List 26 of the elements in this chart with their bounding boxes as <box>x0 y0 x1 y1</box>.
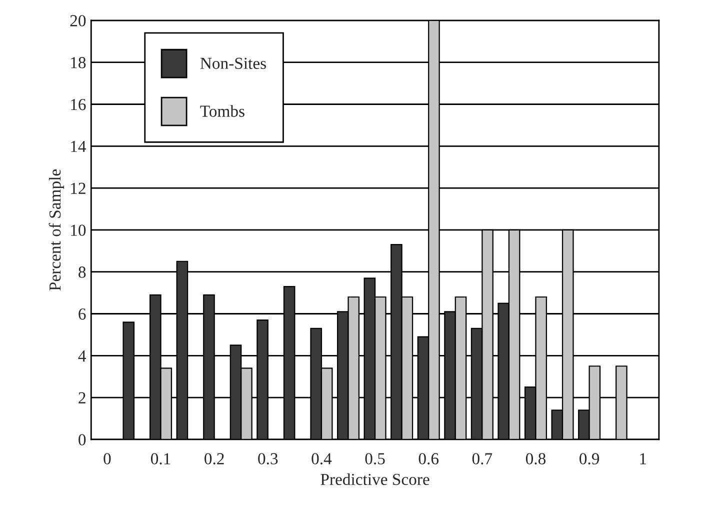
y-tick-label: 4 <box>78 350 86 362</box>
x-tick-label: 0.3 <box>258 453 278 464</box>
x-tick-label: 0.9 <box>580 453 600 464</box>
y-tick-label: 12 <box>71 182 86 194</box>
y-tick-label: 0 <box>78 434 86 446</box>
x-tick-label: 0.5 <box>365 453 385 464</box>
x-tick-label: 0.1 <box>150 453 170 464</box>
legend-label: Tombs <box>200 105 244 117</box>
y-axis-title: Percent of Sample <box>48 169 64 291</box>
y-tick-label: 8 <box>78 266 86 278</box>
y-tick-label: 20 <box>70 15 86 26</box>
x-tick-label: 0.8 <box>526 453 546 464</box>
y-tick-label: 18 <box>71 57 86 68</box>
x-tick-label: 0.4 <box>312 453 332 464</box>
y-tick-label: 14 <box>71 140 86 152</box>
y-tick-label: 16 <box>71 98 86 110</box>
x-tick-label: 0.6 <box>418 453 439 464</box>
y-tick-label: 10 <box>71 224 86 236</box>
x-tick-label: 0 <box>104 453 111 464</box>
x-tick-label: 0.7 <box>472 453 492 464</box>
x-tick-label: 1 <box>640 453 646 464</box>
x-axis-title: Predictive Score <box>320 473 430 486</box>
legend-label: Non-Sites <box>200 58 266 69</box>
y-tick-label: 6 <box>78 308 86 320</box>
y-tick-label: 2 <box>78 392 86 404</box>
x-tick-label: 0.2 <box>204 453 224 464</box>
